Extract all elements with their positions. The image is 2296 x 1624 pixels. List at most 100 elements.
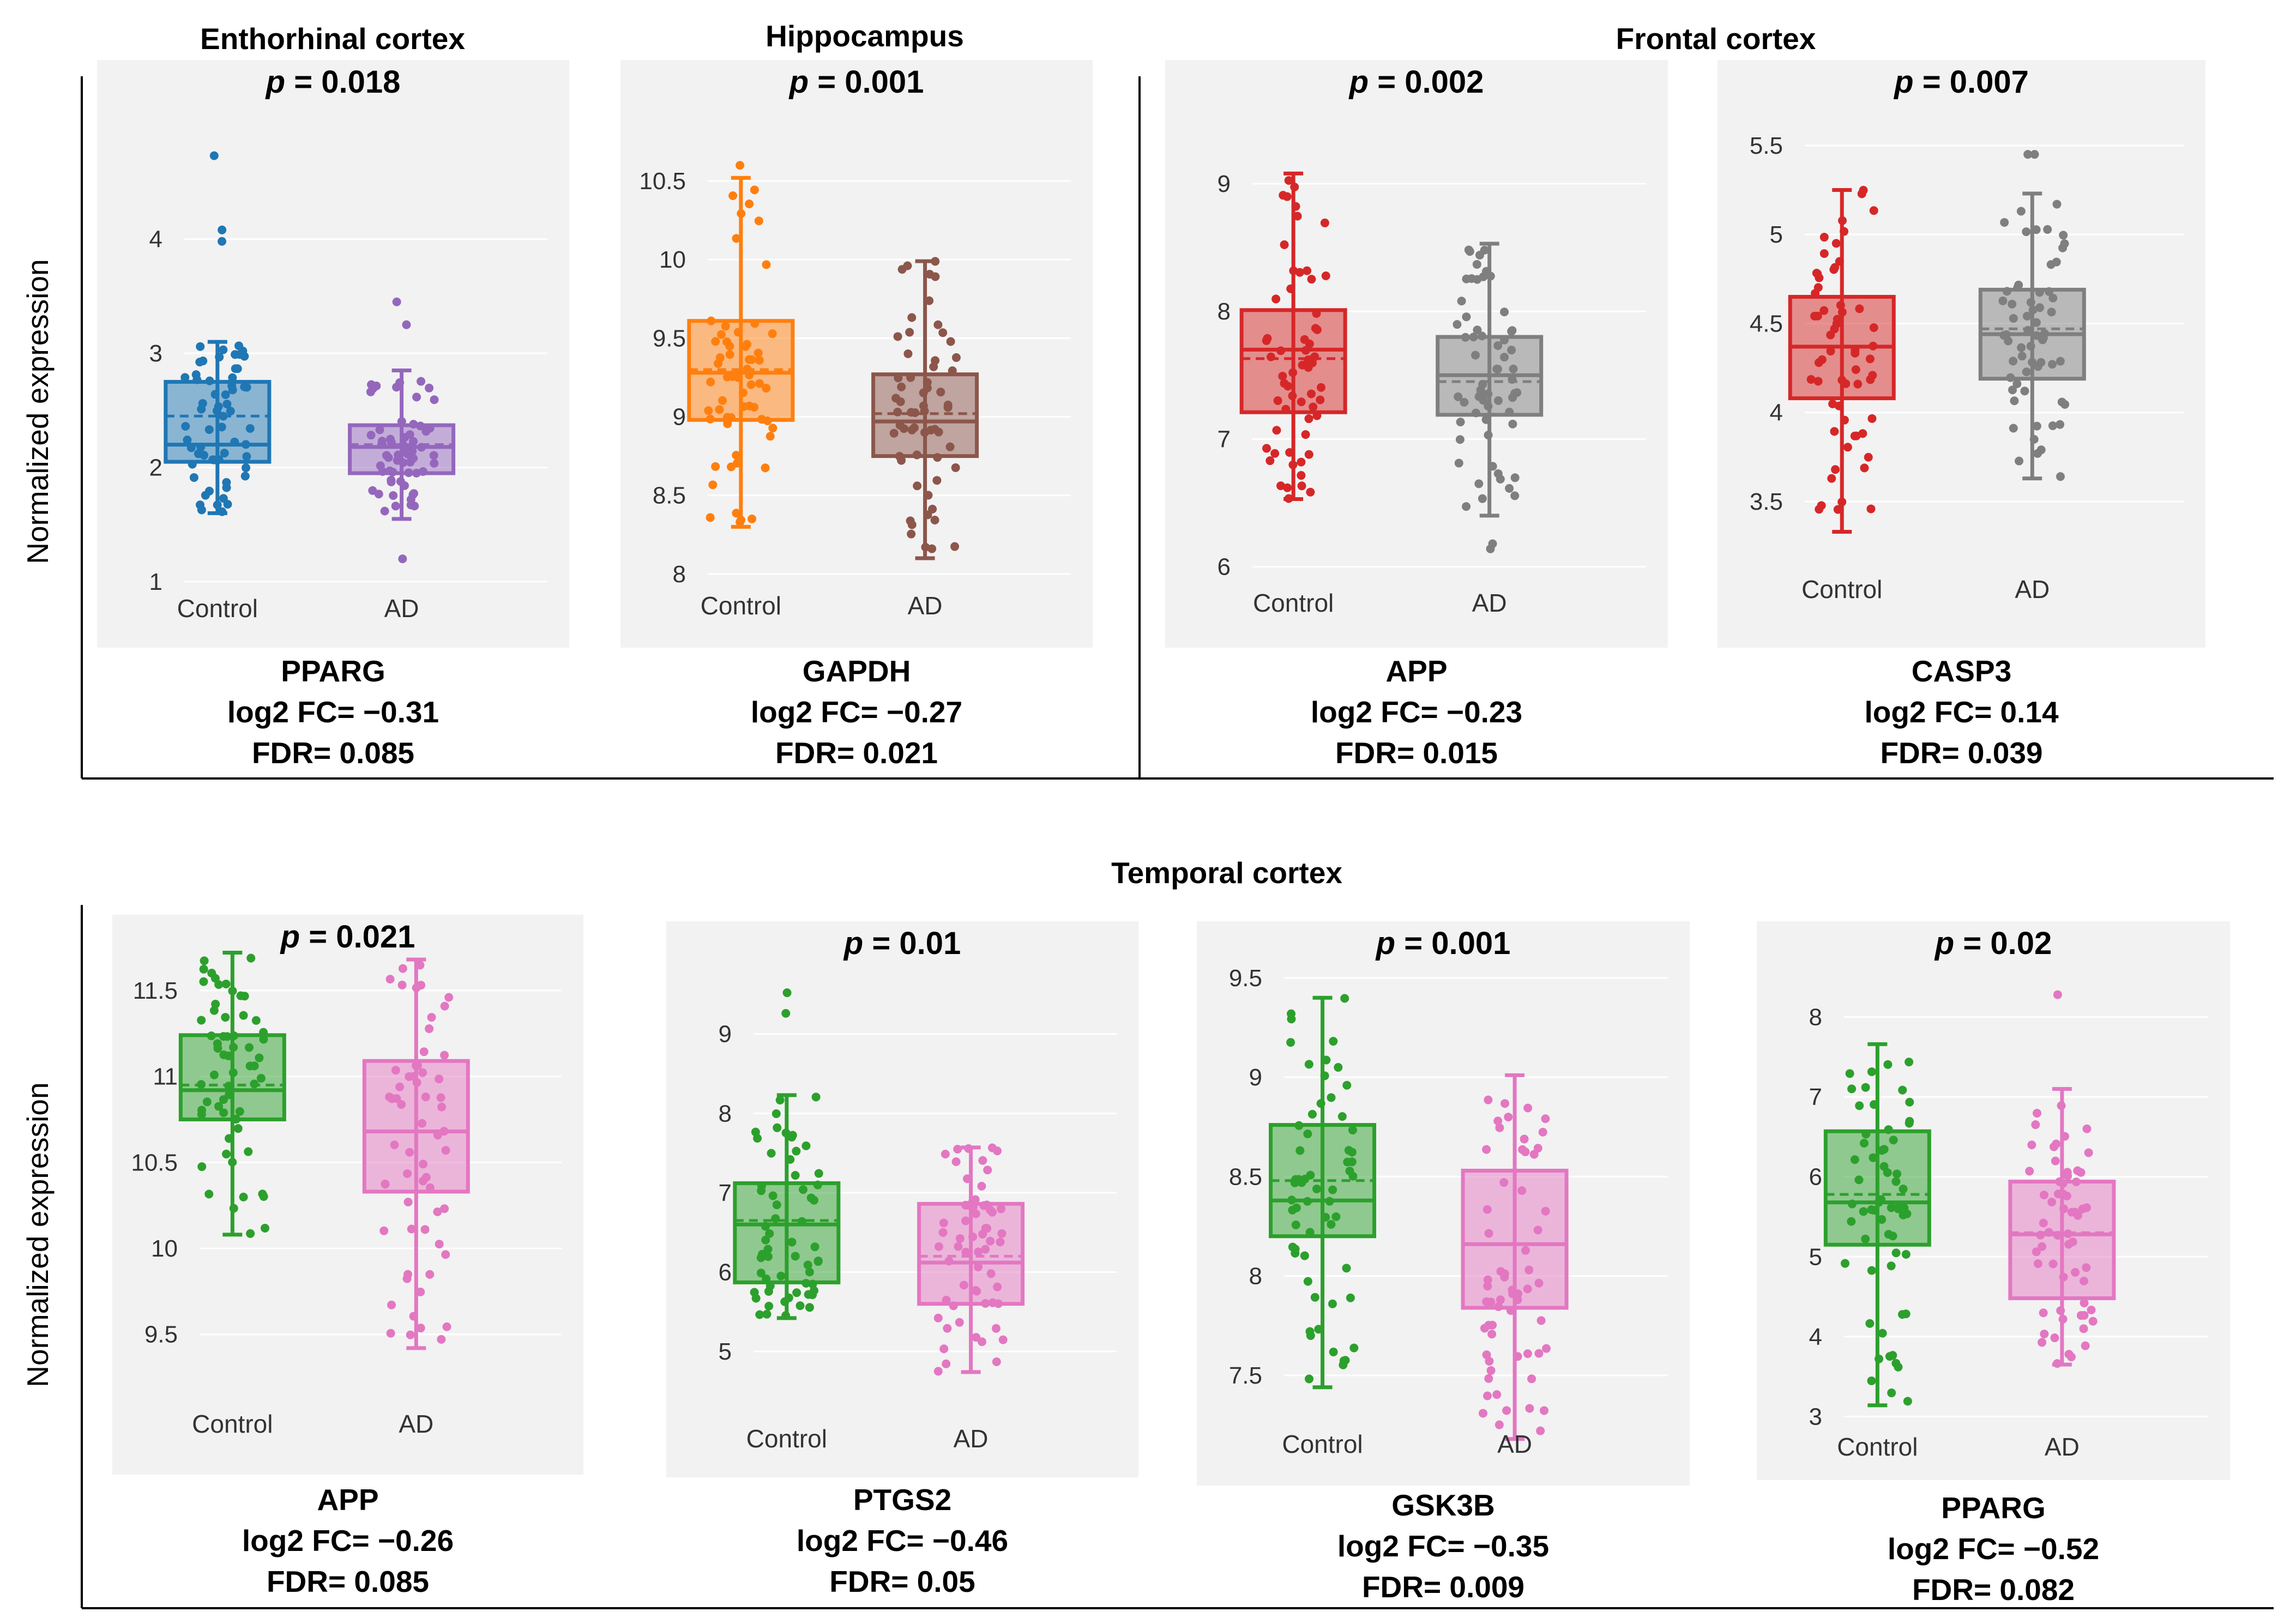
data-point xyxy=(260,1223,269,1233)
data-point xyxy=(988,1298,997,1307)
y-tick-label: 3 xyxy=(149,340,162,367)
category-label: Control xyxy=(1801,575,1882,603)
data-point xyxy=(1484,1229,1493,1238)
fdr-label: FDR= 0.085 xyxy=(252,736,414,770)
data-point xyxy=(2029,434,2039,444)
data-point xyxy=(750,319,760,328)
data-point xyxy=(1276,346,1286,355)
data-point xyxy=(1488,462,1497,471)
category-label: Control xyxy=(192,1410,273,1438)
data-point xyxy=(766,432,775,441)
data-point xyxy=(1495,1123,1504,1132)
data-point xyxy=(1457,297,1466,306)
data-point xyxy=(1280,240,1289,249)
data-point xyxy=(207,969,216,978)
data-point xyxy=(764,1301,774,1311)
data-point xyxy=(226,407,235,416)
data-point xyxy=(2060,400,2070,409)
data-point xyxy=(2025,1167,2034,1176)
data-point xyxy=(239,1192,248,1202)
data-point xyxy=(1483,1275,1492,1284)
data-point xyxy=(2088,1317,2098,1326)
data-point xyxy=(1905,1119,1914,1128)
gene-label: PPARG xyxy=(1941,1491,2046,1525)
y-tick-label: 8 xyxy=(1218,298,1231,325)
data-point xyxy=(893,332,902,341)
data-point xyxy=(2058,1189,2068,1198)
data-point xyxy=(379,1226,389,1235)
box-ad xyxy=(348,297,456,564)
data-point xyxy=(1861,1083,1870,1092)
data-point xyxy=(1901,1249,1911,1259)
data-point xyxy=(978,1156,987,1165)
data-point xyxy=(1303,1197,1312,1206)
data-point xyxy=(246,953,256,963)
box-body xyxy=(1823,1129,1931,1247)
data-point xyxy=(757,1181,766,1191)
data-point xyxy=(425,1270,435,1279)
data-point xyxy=(197,1106,207,1115)
data-point xyxy=(1813,377,1823,386)
data-point xyxy=(1867,1067,1876,1077)
data-point xyxy=(1500,335,1509,345)
data-point xyxy=(222,478,231,487)
data-point xyxy=(219,494,228,503)
data-point xyxy=(1331,1212,1341,1221)
plot-background xyxy=(112,915,583,1475)
data-point xyxy=(1316,383,1325,392)
box-control xyxy=(687,161,795,529)
data-point xyxy=(792,1146,801,1156)
data-point xyxy=(242,452,251,461)
data-point xyxy=(1867,414,1877,423)
data-point xyxy=(406,1330,415,1339)
data-point xyxy=(399,440,408,450)
data-point xyxy=(1306,389,1316,399)
y-tick-label: 1 xyxy=(149,569,162,595)
data-point xyxy=(1508,419,1517,428)
p-value-label: p = 0.021 xyxy=(280,919,415,955)
data-point xyxy=(996,1237,1005,1247)
data-point xyxy=(911,408,920,418)
data-point xyxy=(1510,389,1520,398)
data-point xyxy=(250,1079,259,1089)
data-point xyxy=(402,1274,412,1283)
outlier-point xyxy=(392,297,401,306)
data-point xyxy=(1481,415,1491,424)
y-tick-label: 9.5 xyxy=(144,1321,178,1348)
box-control xyxy=(164,151,272,516)
box-body xyxy=(917,1202,1025,1306)
box-control xyxy=(1788,185,1896,534)
data-point xyxy=(722,337,732,346)
data-point xyxy=(1467,274,1476,283)
data-point xyxy=(1266,352,1275,361)
data-point xyxy=(2071,1267,2080,1277)
data-point xyxy=(1827,474,1836,483)
data-point xyxy=(805,1267,814,1277)
data-point xyxy=(1327,1219,1336,1229)
data-point xyxy=(2027,1140,2036,1150)
data-point xyxy=(943,1324,952,1333)
data-point xyxy=(439,1127,449,1136)
data-point xyxy=(1295,268,1304,277)
data-point xyxy=(408,446,417,456)
data-point xyxy=(425,1183,435,1192)
data-point xyxy=(1541,1114,1550,1124)
data-point xyxy=(942,1295,951,1305)
data-point xyxy=(981,1245,990,1254)
data-point xyxy=(391,1066,400,1075)
data-point xyxy=(441,1146,450,1155)
data-point xyxy=(204,1190,214,1199)
data-point xyxy=(1524,1265,1534,1275)
data-point xyxy=(202,1097,212,1107)
data-point xyxy=(1536,1426,1545,1435)
data-point xyxy=(968,1203,978,1212)
data-point xyxy=(2010,396,2019,406)
data-point xyxy=(741,342,750,351)
data-point xyxy=(2035,303,2045,312)
data-point xyxy=(1348,1125,1357,1134)
data-point xyxy=(2064,1350,2074,1359)
data-point xyxy=(981,1299,990,1308)
data-point xyxy=(1283,382,1293,391)
panel-pparg: 1 2 3 4 p = 0.018 Control AD PPARG log2 FC= −0.3… xyxy=(97,60,569,770)
data-point xyxy=(205,376,214,385)
